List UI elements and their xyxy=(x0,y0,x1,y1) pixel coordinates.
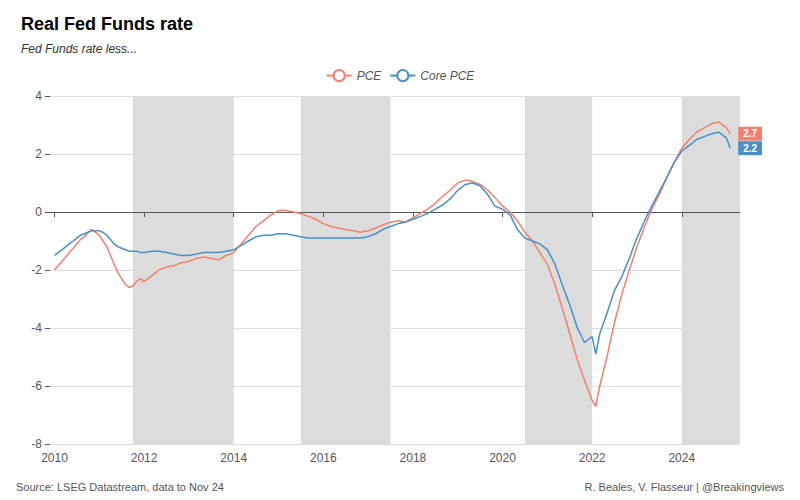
svg-text:Fed Funds rate less...: Fed Funds rate less... xyxy=(21,42,137,56)
svg-text:0: 0 xyxy=(35,205,42,219)
svg-text:2: 2 xyxy=(35,147,42,161)
svg-text:-2: -2 xyxy=(31,263,42,277)
svg-text:Real Fed Funds rate: Real Fed Funds rate xyxy=(21,14,193,34)
svg-text:-4: -4 xyxy=(31,321,42,335)
svg-text:2.2: 2.2 xyxy=(743,143,757,154)
svg-text:2012: 2012 xyxy=(131,451,158,465)
svg-text:2020: 2020 xyxy=(489,451,516,465)
svg-text:2010: 2010 xyxy=(41,451,68,465)
svg-text:2014: 2014 xyxy=(220,451,247,465)
svg-text:-8: -8 xyxy=(31,437,42,451)
svg-text:R. Beales, V. Flasseur | @Brea: R. Beales, V. Flasseur | @Breakingviews xyxy=(585,481,785,493)
svg-text:Core PCE: Core PCE xyxy=(420,69,475,83)
svg-text:2024: 2024 xyxy=(668,451,695,465)
svg-text:2016: 2016 xyxy=(310,451,337,465)
svg-text:2.7: 2.7 xyxy=(743,128,757,139)
svg-text:PCE: PCE xyxy=(357,69,383,83)
svg-text:2018: 2018 xyxy=(400,451,427,465)
svg-text:Source: LSEG Datastream, data: Source: LSEG Datastream, data to Nov 24 xyxy=(16,481,224,493)
svg-text:2022: 2022 xyxy=(579,451,606,465)
svg-text:4: 4 xyxy=(35,89,42,103)
svg-text:-6: -6 xyxy=(31,379,42,393)
